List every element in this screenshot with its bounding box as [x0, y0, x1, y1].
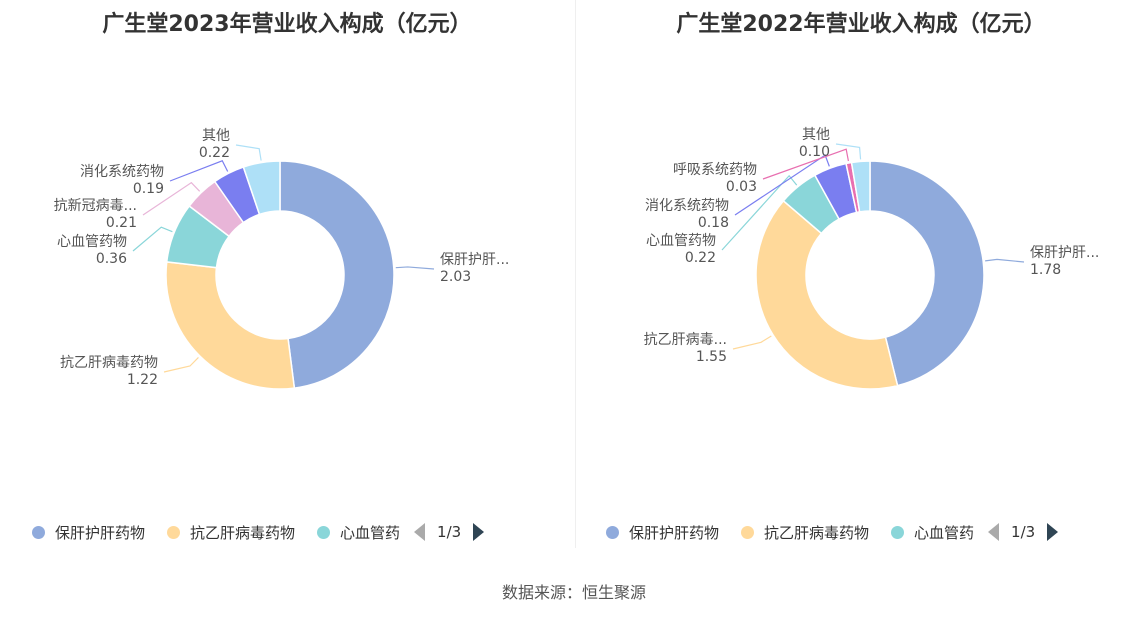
slice-label: 心血管药物 [57, 234, 127, 250]
legend-marker [891, 525, 905, 539]
legend-item[interactable]: 抗乙肝病毒药物 [167, 522, 295, 543]
legend-marker [606, 525, 619, 539]
slice-value-label: 0.22 [199, 145, 230, 161]
chart-panel-2023: 广生堂2023年营业收入构成（亿元） 保肝护肝... 2.03 抗乙肝病毒药物 1.2… [0, 0, 574, 560]
panel-divider [575, 0, 576, 548]
label-leader-line [734, 154, 830, 216]
chart-title: 广生堂2023年营业收入构成（亿元） [102, 12, 472, 37]
legend: 保肝护肝药物 抗乙肝病毒药物 心血管药 1/3 [32, 519, 485, 545]
slice-value-label: 1.22 [127, 372, 158, 388]
label-leader-line [142, 181, 201, 216]
legend-marker [317, 525, 331, 539]
legend-item[interactable]: 心血管药 [891, 522, 974, 543]
slice-label: 抗乙肝病毒药物 [60, 355, 158, 371]
pie-slice [850, 160, 871, 213]
pie-slice [242, 160, 281, 216]
legend-pager: 1/3 [414, 523, 485, 541]
legend-item[interactable]: 心血管药 [317, 522, 400, 543]
legend: 保肝护肝药物 抗乙肝病毒药物 心血管药 1/3 [606, 519, 1059, 545]
slice-value-label: 0.36 [96, 251, 127, 267]
legend-label: 心血管药 [340, 523, 401, 542]
chart-panel-2022: 广生堂2022年营业收入构成（亿元） 保肝护肝... 1.78 抗乙肝病毒... 1.… [574, 0, 1148, 560]
slice-label: 其他 [802, 127, 830, 143]
legend-label: 保肝护肝药物 [629, 523, 720, 542]
legend-marker [741, 525, 755, 539]
next-page-icon[interactable] [1047, 523, 1059, 541]
legend-item[interactable]: 保肝护肝药物 [606, 522, 719, 543]
label-leader-line [169, 160, 229, 182]
slice-value-label: 0.03 [726, 179, 757, 195]
slice-label: 消化系统药物 [645, 198, 729, 214]
slice-value-label: 0.21 [106, 215, 137, 231]
legend-marker [167, 525, 181, 539]
slice-label: 保肝护肝... [440, 252, 509, 268]
slice-label: 抗新冠病毒... [54, 198, 137, 214]
label-leader-line [732, 335, 772, 350]
slice-label: 呼吸系统药物 [673, 162, 757, 178]
donut-chart-2022: 保肝护肝...1.78抗乙肝病毒...1.55心血管药物0.22消化系统药物0.… [644, 127, 1099, 390]
pie-slice [279, 160, 395, 389]
slice-value-label: 0.18 [698, 215, 729, 231]
legend-label: 抗乙肝病毒药物 [764, 523, 870, 542]
label-leader-line [132, 226, 173, 252]
prev-page-icon[interactable] [988, 523, 1000, 541]
legend-pager: 1/3 [988, 523, 1059, 541]
legend-marker [32, 525, 45, 539]
label-leader-line [235, 144, 262, 161]
label-leader-line [835, 143, 862, 160]
legend-label: 抗乙肝病毒药物 [190, 523, 296, 542]
slice-label: 消化系统药物 [80, 164, 164, 180]
slice-value-label: 2.03 [440, 269, 471, 285]
donut-chart-2023: 保肝护肝...2.03抗乙肝病毒药物1.22心血管药物0.36抗新冠病毒...0… [54, 128, 509, 390]
slice-label: 保肝护肝... [1030, 245, 1099, 261]
legend-item[interactable]: 保肝护肝药物 [32, 522, 145, 543]
legend-label: 心血管药 [914, 523, 975, 542]
slice-label: 心血管药物 [646, 233, 716, 249]
pie-slice [755, 199, 899, 390]
slice-value-label: 0.19 [133, 181, 164, 197]
slice-label: 抗乙肝病毒... [644, 332, 727, 348]
legend-page-indicator: 1/3 [1011, 523, 1036, 541]
label-leader-line [721, 174, 798, 251]
label-leader-line [762, 148, 850, 180]
label-leader-line [985, 258, 1025, 263]
slice-value-label: 1.55 [696, 349, 727, 365]
prev-page-icon[interactable] [414, 523, 426, 541]
next-page-icon[interactable] [473, 523, 485, 541]
slice-value-label: 0.22 [685, 250, 716, 266]
label-leader-line [163, 357, 199, 373]
legend-label: 保肝护肝药物 [55, 523, 146, 542]
slice-label: 其他 [202, 128, 230, 144]
chart-title: 广生堂2022年营业收入构成（亿元） [676, 12, 1046, 37]
legend-item[interactable]: 抗乙肝病毒药物 [741, 522, 869, 543]
legend-page-indicator: 1/3 [437, 523, 462, 541]
pie-slice [869, 160, 985, 387]
label-leader-line [395, 266, 435, 270]
slice-value-label: 0.10 [799, 144, 830, 160]
slice-value-label: 1.78 [1030, 262, 1061, 278]
data-source-note: 数据来源：恒生聚源 [501, 583, 646, 602]
pie-slice [165, 261, 296, 390]
